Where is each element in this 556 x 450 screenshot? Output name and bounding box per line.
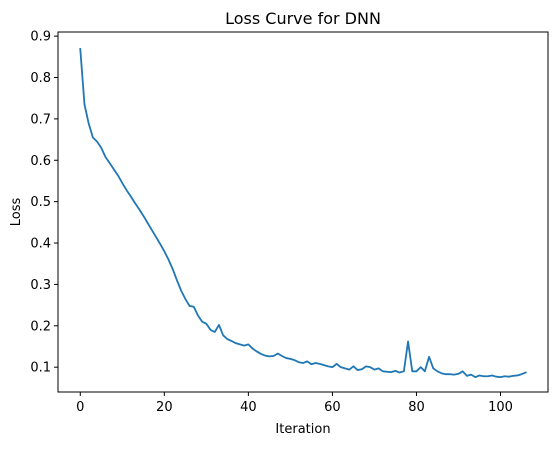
y-tick-label: 0.5 [30, 195, 51, 210]
x-axis-ticks: 0 20 40 60 80 100 [76, 392, 513, 415]
series-layer [79, 48, 527, 379]
x-tick-label: 80 [408, 400, 425, 415]
y-axis-label: Loss [9, 198, 24, 227]
x-axis-label: Iteration [275, 422, 330, 437]
y-axis-ticks: 0.1 0.2 0.3 0.4 0.5 0.6 0.7 0.8 0.9 [30, 30, 58, 376]
y-tick-label: 0.7 [30, 112, 51, 127]
chart-title: Loss Curve for DNN [225, 9, 381, 28]
plot-area-frame [57, 31, 549, 393]
y-tick-label: 0.6 [30, 154, 51, 169]
x-tick-label: 40 [240, 400, 257, 415]
y-tick-label: 0.8 [30, 71, 51, 86]
x-tick-label: 0 [76, 400, 84, 415]
series-line-1 [79, 48, 527, 379]
x-tick-label: 100 [488, 400, 513, 415]
y-tick-label: 0.4 [30, 237, 51, 252]
x-tick-label: 20 [156, 400, 173, 415]
y-tick-label: 0.1 [30, 361, 51, 376]
y-tick-label: 0.9 [30, 30, 51, 45]
y-tick-label: 0.3 [30, 278, 51, 293]
x-tick-label: 60 [324, 400, 341, 415]
y-tick-label: 0.2 [30, 319, 51, 334]
